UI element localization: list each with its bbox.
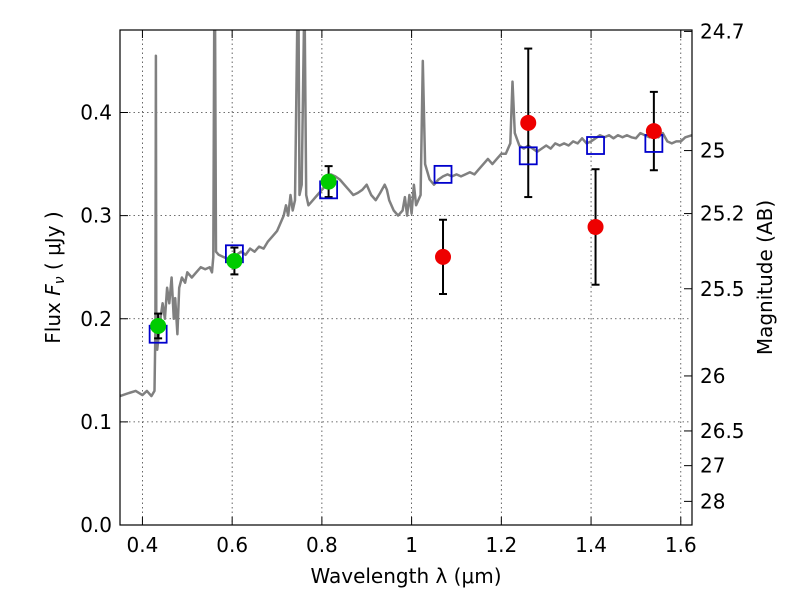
y-tick-label: 0.1 bbox=[80, 410, 112, 434]
x-tick-label: 0.6 bbox=[216, 533, 248, 557]
y2-tick-label: 27 bbox=[700, 454, 725, 478]
y-tick-label: 0.3 bbox=[80, 204, 112, 228]
y2-tick-label: 26 bbox=[700, 364, 725, 388]
y2-tick-label: 24.7 bbox=[700, 19, 745, 43]
green-flux-point bbox=[320, 173, 337, 190]
x-tick-label: 1.2 bbox=[485, 533, 517, 557]
y-axis-label-prefix: Flux bbox=[41, 296, 65, 344]
x-tick-label: 1.6 bbox=[665, 533, 697, 557]
model-flux-square bbox=[433, 164, 453, 184]
y2-tick-label: 28 bbox=[700, 489, 725, 513]
red-flux-point bbox=[520, 114, 537, 131]
model-flux-square bbox=[586, 136, 605, 155]
model-flux-square bbox=[518, 146, 538, 166]
x-tick-label: 0.4 bbox=[127, 533, 159, 557]
axis-ticks bbox=[120, 30, 692, 526]
x-tick-label: 0.8 bbox=[306, 533, 338, 557]
y-axis-label-symbol: F bbox=[41, 284, 65, 296]
markers-layer bbox=[148, 114, 664, 344]
red-flux-point bbox=[587, 218, 604, 235]
y2-tick-label: 25.2 bbox=[700, 202, 745, 226]
y-axis-label-suffix: ( μJy ) bbox=[41, 211, 65, 276]
y-tick-label: 0.4 bbox=[80, 101, 112, 125]
model-spectrum-layer bbox=[120, 30, 692, 398]
y2-axis-label: Magnitude (AB) bbox=[753, 200, 777, 355]
y-axis-label-subscript: ν bbox=[52, 276, 68, 284]
tick-labels: 0.4 0.6 0.8 1 1.2 1.4 1.6 0.0 0.1 0.2 0.3 0.4 24.7 25… bbox=[80, 19, 744, 557]
y-axis-label: Flux Fν ( μJy ) bbox=[41, 211, 68, 343]
y-tick-label: 0.2 bbox=[80, 307, 112, 331]
plot-frame bbox=[119, 29, 693, 526]
model-spectrum-line bbox=[120, 30, 692, 398]
green-flux-point bbox=[150, 317, 167, 334]
y-tick-label: 0.0 bbox=[80, 513, 112, 537]
y2-tick-label: 25 bbox=[700, 139, 725, 163]
x-axis-label: Wavelength λ (μm) bbox=[310, 564, 501, 588]
green-flux-point bbox=[226, 253, 243, 269]
y2-tick-label: 26.5 bbox=[700, 419, 745, 443]
red-flux-point bbox=[435, 248, 452, 265]
x-tick-label: 1.4 bbox=[575, 533, 607, 557]
red-flux-point bbox=[645, 123, 662, 140]
y2-tick-label: 25.5 bbox=[700, 277, 745, 301]
x-tick-label: 1 bbox=[405, 533, 418, 557]
